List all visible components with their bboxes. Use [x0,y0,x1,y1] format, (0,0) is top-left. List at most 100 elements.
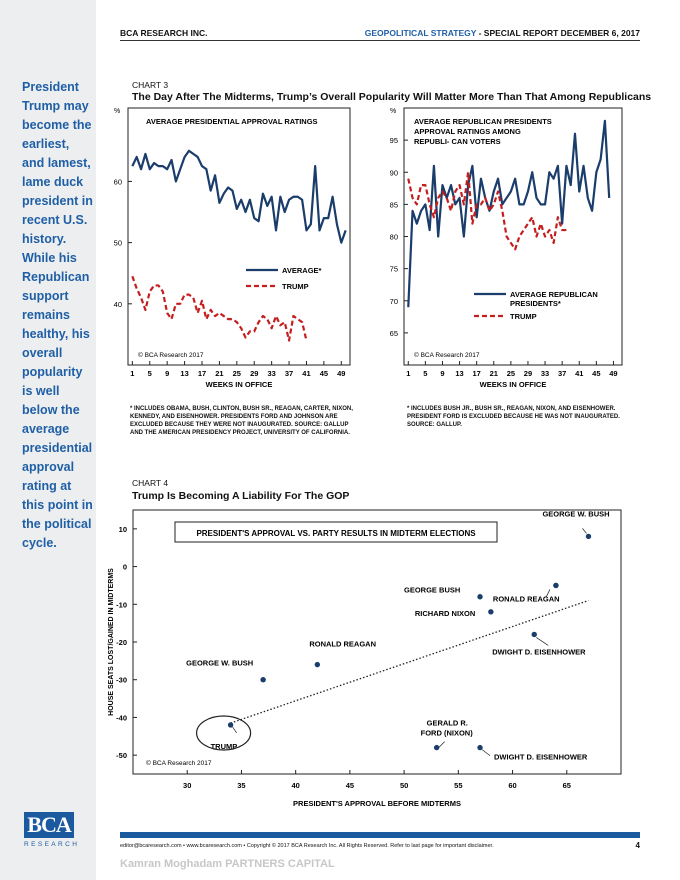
x-tick-label: 5 [148,369,152,378]
x-tick-label: 65 [563,781,571,790]
y-tick-label: 75 [390,265,398,274]
y-tick-label: 50 [114,239,122,248]
y-tick-label: 95 [390,136,398,145]
x-tick-label: 21 [490,369,498,378]
scatter-point [488,609,494,615]
y-tick-label: -10 [116,600,127,609]
x-tick-label: 55 [454,781,462,790]
panel-title: PRESIDENT'S APPROVAL VS. PARTY RESULTS I… [196,529,476,538]
leader-line [582,528,587,534]
leader-line [255,682,261,688]
panel-title: REPUBLI- CAN VOTERS [414,137,501,146]
panel-title: AVERAGE REPUBLICAN PRESIDENTS [414,117,552,126]
scatter-point [585,533,592,540]
credit: © BCA Research 2017 [414,351,480,359]
chart3-title: The Day After The Midterms, Trump’s Over… [132,91,652,103]
x-tick-label: 21 [215,369,223,378]
chart3a-footnote: * INCLUDES OBAMA, BUSH, CLINTON, BUSH SR… [130,406,353,436]
x-tick-label: 9 [165,369,169,378]
x-tick-label: 49 [337,369,345,378]
x-tick-label: 5 [423,369,427,378]
plot-frame [127,107,351,366]
header-series: GEOPOLITICAL STRATEGY [364,28,477,38]
x-tick-label: 45 [592,369,600,378]
logo-subtitle: RESEARCH [24,841,80,848]
point-label: GEORGE W. BUSH [186,659,253,668]
series-line-0 [131,149,347,244]
legend-label: TRUMP [510,312,537,321]
x-tick-label: 17 [198,369,206,378]
legend-label: PRESIDENTS* [510,299,561,308]
legend-label: AVERAGE REPUBLICAN [510,290,598,299]
y-unit-label: % [390,108,396,115]
header-rule [120,40,640,41]
x-tick-label: 13 [180,369,188,378]
scatter-point [477,594,483,600]
credit: © BCA Research 2017 [146,759,212,767]
point-label: DWIGHT D. EISENHOWER [492,647,586,656]
scatter-point [477,744,483,751]
x-tick-label: 60 [508,781,516,790]
y-tick-label: -50 [116,751,127,760]
series-line-0 [407,119,611,308]
trendline [230,599,589,724]
chart4-title: Trump Is Becoming A Liability For The GO… [132,490,350,502]
scatter-point [433,744,440,751]
x-tick-label: 25 [507,369,515,378]
header-date: - SPECIAL REPORT DECEMBER 6, 2017 [476,28,640,38]
leader-line [438,741,445,748]
header-publisher: BCA RESEARCH INC. [120,28,208,38]
series-line-1 [131,275,308,342]
x-tick-label: 13 [455,369,463,378]
bca-logo: BCA RESEARCH [24,812,80,848]
x-axis-label: WEEKS IN OFFICE [480,380,547,389]
y-tick-label: 80 [390,233,398,242]
x-tick-label: 37 [285,369,293,378]
x-tick-label: 35 [237,781,245,790]
footer-bar [120,832,640,838]
x-tick-label: 41 [302,369,310,378]
panel-title: AVERAGE PRESIDENTIAL APPROVAL RATINGS [146,117,318,126]
series-line-1 [407,171,567,251]
y-tick-label: -20 [116,638,127,647]
x-tick-label: 1 [130,369,134,378]
x-axis-label: WEEKS IN OFFICE [206,380,273,389]
y-tick-label: 40 [114,300,122,309]
point-label: RONALD REAGAN [309,640,376,649]
leader-line [481,749,491,756]
chart4-label: CHART 4 [132,478,169,488]
x-tick-label: 45 [346,781,354,790]
point-label: GERALD R. [427,719,468,728]
x-tick-label: 37 [558,369,566,378]
scatter-point [260,677,266,683]
x-tick-label: 9 [440,369,444,378]
x-tick-label: 29 [250,369,258,378]
y-tick-label: 70 [390,297,398,306]
y-axis-label: HOUSE SEATS LOST/GAINED IN MIDTERMS [108,568,115,716]
page-number: 4 [635,841,640,850]
point-label: GEORGE BUSH [404,586,460,595]
x-tick-label: 17 [472,369,480,378]
scatter-point [227,722,234,728]
sidebar-text: President Trump may become the earliest,… [22,80,93,550]
y-tick-label: 85 [390,200,398,209]
x-tick-label: 33 [267,369,275,378]
leader-line [545,589,551,598]
title-box [174,521,498,543]
credit: © BCA Research 2017 [138,351,204,359]
point-label: FORD (NIXON) [421,729,474,738]
watermark: Kamran Moghadam PARTNERS CAPITAL [120,858,335,870]
y-tick-label: -40 [116,713,127,722]
x-tick-label: 40 [291,781,299,790]
chart3-label: CHART 3 [132,80,169,90]
y-tick-label: 60 [114,177,122,186]
y-tick-label: 0 [123,563,127,572]
x-tick-label: 1 [406,369,410,378]
leader-line [536,637,549,646]
point-label: RICHARD NIXON [415,609,475,618]
point-label: DWIGHT D. EISENHOWER [494,753,588,762]
chart3b-footnote: * INCLUDES BUSH JR., BUSH SR., REAGAN, N… [407,406,620,428]
